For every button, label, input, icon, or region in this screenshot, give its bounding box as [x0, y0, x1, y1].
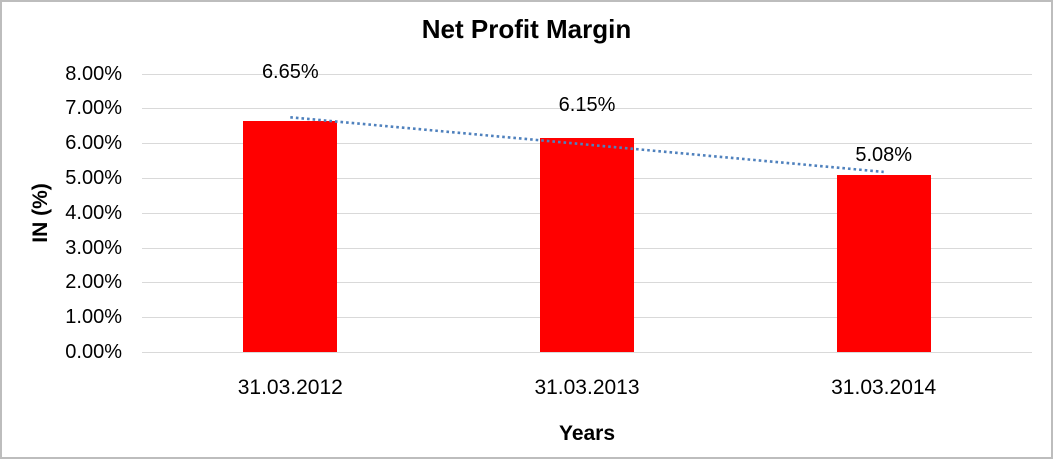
chart-title: Net Profit Margin	[421, 14, 632, 44]
x-axis-title: Years	[558, 422, 616, 445]
bar-31.03.2012	[243, 120, 338, 352]
x-axis-category-label: 31.03.2012	[237, 376, 343, 399]
gridline	[142, 108, 1032, 110]
bar-31.03.2013	[540, 138, 634, 352]
y-axis-tick-label: 6.00%	[65, 132, 122, 155]
data-label: 5.08%	[855, 144, 913, 167]
gridline	[142, 352, 1032, 353]
x-axis-category-label: 31.03.2014	[831, 376, 937, 399]
y-axis-tick-label: 4.00%	[65, 201, 122, 224]
y-axis-tick-label: 3.00%	[65, 236, 122, 259]
y-axis-tick-label: 5.00%	[65, 167, 122, 189]
y-axis-tick-label: 0.00%	[65, 341, 122, 363]
data-label: 6.15%	[558, 94, 616, 116]
x-axis-category-label: 31.03.2013	[534, 376, 640, 399]
data-label: 6.65%	[261, 60, 319, 83]
y-axis-tick-label: 1.00%	[65, 306, 122, 329]
y-axis-tick-label: 7.00%	[65, 97, 122, 120]
bar-31.03.2014	[836, 175, 931, 352]
gridline	[142, 73, 1032, 75]
y-axis-tick-label: 8.00%	[65, 62, 122, 85]
y-axis-tick-label: 2.00%	[65, 271, 122, 294]
